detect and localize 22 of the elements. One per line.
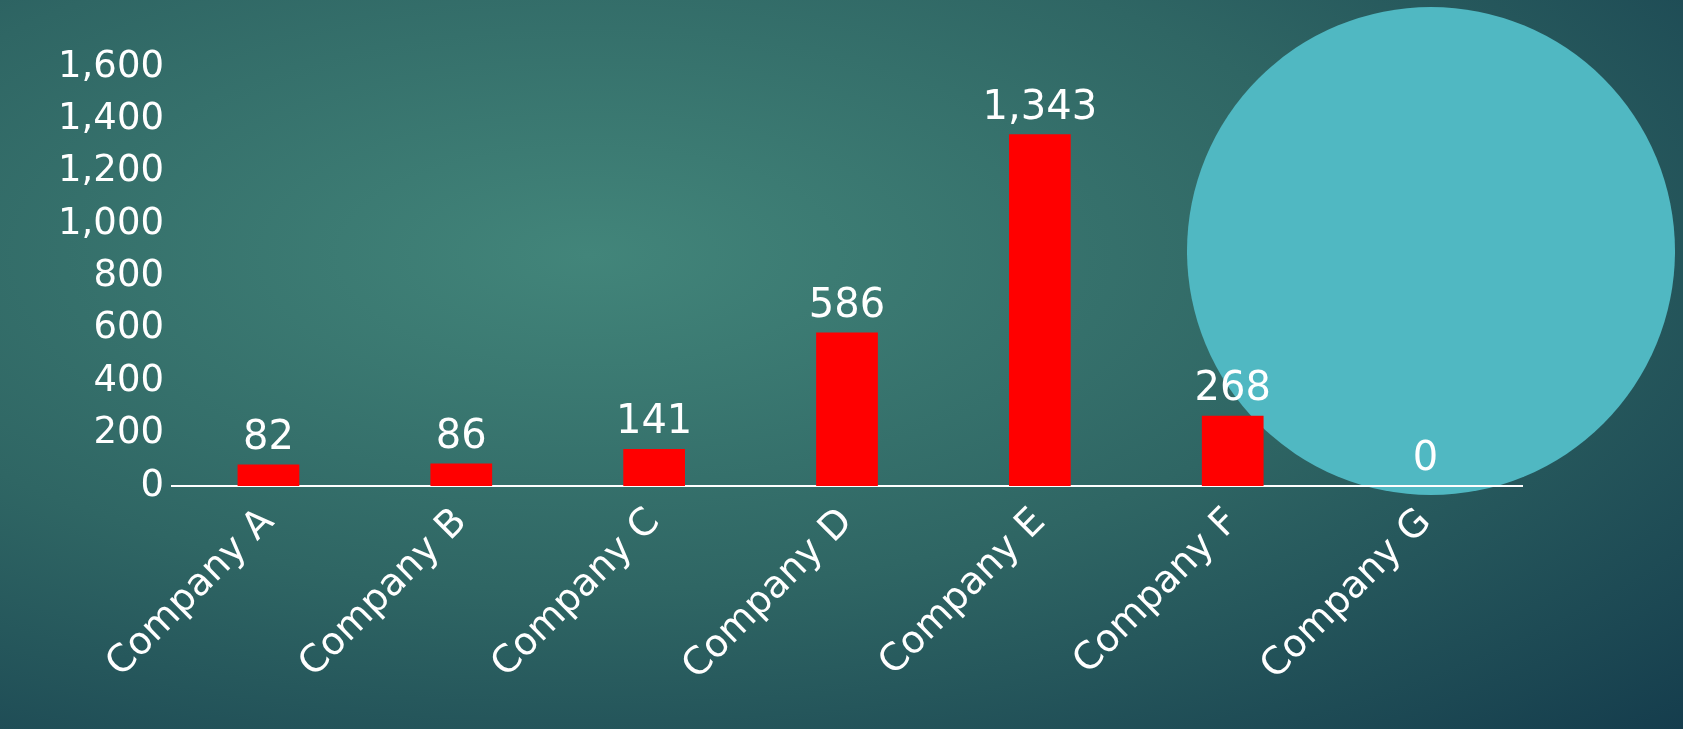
y-tick-label: 400 (93, 356, 164, 400)
data-label: 1,343 (982, 81, 1098, 128)
y-tick-label: 200 (93, 409, 164, 453)
y-tick-label: 1,600 (58, 42, 164, 86)
y-tick-label: 600 (93, 304, 164, 348)
data-label: 268 (1194, 363, 1271, 410)
bar (237, 464, 300, 486)
bar (816, 332, 878, 486)
data-label: 0 (1412, 433, 1439, 480)
y-tick-label: 0 (140, 461, 164, 505)
y-tick-label: 1,400 (58, 94, 164, 138)
bar (1009, 134, 1071, 486)
y-tick-label: 1,000 (58, 199, 164, 243)
bar (1201, 415, 1264, 486)
data-label: 86 (435, 410, 487, 457)
data-label: 586 (808, 279, 886, 326)
y-tick-label: 1,200 (58, 147, 164, 191)
data-label: 82 (242, 411, 294, 458)
y-tick-label: 800 (93, 252, 164, 296)
bar (430, 463, 493, 486)
data-label: 141 (615, 396, 693, 443)
bar (623, 449, 685, 486)
